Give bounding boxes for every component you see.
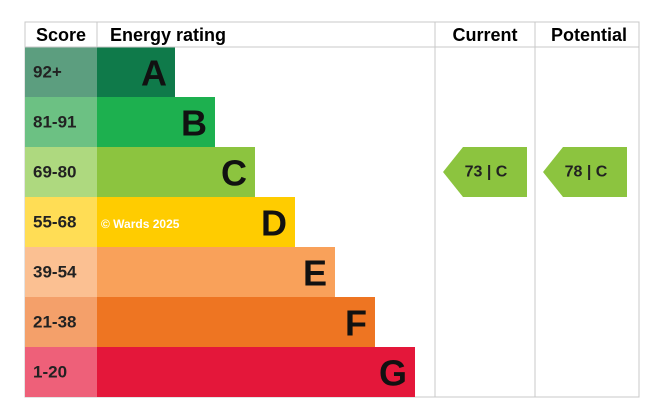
potential-arrow bbox=[543, 147, 627, 197]
rating-bar bbox=[97, 297, 375, 347]
header-current: Current bbox=[452, 25, 517, 45]
score-range: 21-38 bbox=[33, 313, 76, 332]
score-cell bbox=[25, 347, 97, 397]
potential-rating: 78 | C bbox=[565, 164, 608, 181]
score-cell bbox=[25, 147, 97, 197]
watermark: © Wards 2025 bbox=[101, 217, 180, 231]
score-cell bbox=[25, 297, 97, 347]
rating-letter: B bbox=[181, 103, 207, 144]
score-range: 39-54 bbox=[33, 263, 77, 282]
rating-letter: F bbox=[345, 303, 367, 344]
rating-bar bbox=[97, 247, 335, 297]
score-cell bbox=[25, 97, 97, 147]
score-range: 69-80 bbox=[33, 163, 76, 182]
score-range: 1-20 bbox=[33, 363, 67, 382]
rating-letter: G bbox=[379, 353, 407, 394]
score-range: 81-91 bbox=[33, 113, 76, 132]
rating-bar bbox=[97, 47, 175, 97]
score-range: 55-68 bbox=[33, 213, 76, 232]
rating-letter: A bbox=[141, 53, 167, 94]
rating-letter: E bbox=[303, 253, 327, 294]
header-score: Score bbox=[36, 25, 86, 45]
rating-letter: C bbox=[221, 153, 247, 194]
rating-bar bbox=[97, 347, 415, 397]
rating-letter: D bbox=[261, 203, 287, 244]
header-potential: Potential bbox=[551, 25, 627, 45]
score-cell bbox=[25, 247, 97, 297]
rating-bar bbox=[97, 97, 215, 147]
score-range: 92+ bbox=[33, 63, 62, 82]
current-arrow bbox=[443, 147, 527, 197]
current-rating: 73 | C bbox=[465, 164, 508, 181]
score-cell bbox=[25, 47, 97, 97]
rating-bar bbox=[97, 197, 295, 247]
rating-bar bbox=[97, 147, 255, 197]
score-cell bbox=[25, 197, 97, 247]
header-energy-rating: Energy rating bbox=[110, 25, 226, 45]
